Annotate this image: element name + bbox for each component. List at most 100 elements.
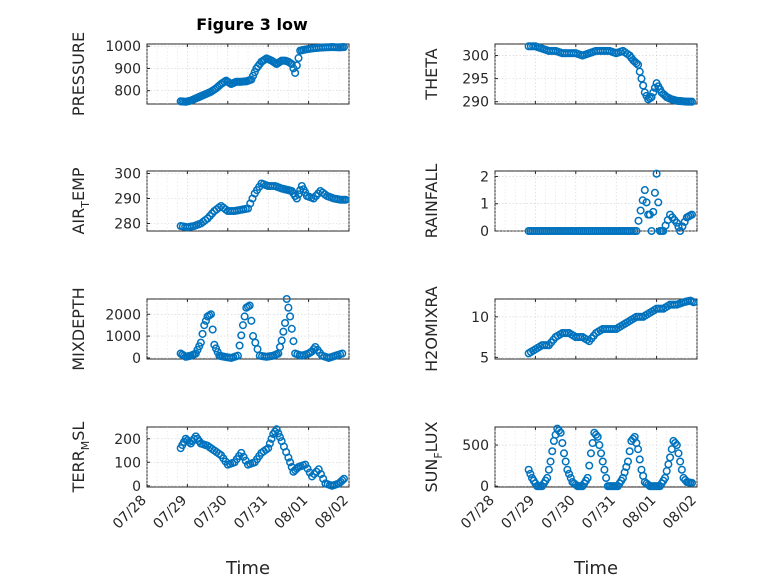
y-tick-label: 2 [480, 169, 489, 185]
y-tick-label: 0 [132, 351, 141, 367]
y-tick-label: 290 [114, 192, 141, 208]
data-point-interpolated [591, 430, 601, 439]
data-point-interpolated [554, 426, 564, 435]
data-point-interpolated [667, 445, 676, 454]
y-tick-label: 800 [114, 84, 141, 100]
data-point [556, 428, 565, 437]
y-tick-label: 1000 [105, 39, 141, 55]
data-point-interpolated [595, 441, 604, 450]
data-point [672, 441, 681, 450]
subplot-pressure: 800 900 1000 PRESSURE [69, 32, 350, 116]
data-point-interpolated [678, 222, 687, 231]
y-axis-label-rest: SL [69, 422, 88, 441]
data-point-interpolated [240, 312, 249, 321]
data-point [284, 453, 293, 462]
data-point [647, 93, 656, 102]
y-axis-label-main: MIXDEPTH [69, 287, 88, 370]
y-tick-label: 200 [114, 432, 141, 448]
data-point-interpolated [677, 465, 686, 474]
data-point-interpolated [635, 455, 644, 464]
data-point-interpolated [239, 452, 248, 461]
y-tick-label: 300 [462, 49, 489, 65]
data-point [338, 349, 347, 358]
data-point [676, 457, 685, 466]
y-tick-label: 0 [480, 479, 489, 495]
data-point-interpolated [674, 449, 683, 458]
data-point-interpolated [319, 474, 328, 483]
subplot-theta: 290 295 300 THETA [422, 42, 698, 111]
data-point-interpolated [650, 188, 659, 197]
y-axis-label: MIXDEPTH [69, 287, 88, 370]
data-point [524, 465, 533, 474]
data-point-interpolated [312, 467, 321, 476]
data-point [200, 321, 209, 330]
y-tick-label: 295 [462, 72, 489, 88]
data-point [647, 226, 656, 236]
data-point-interpolated [284, 303, 293, 312]
y-axis-label: RAINFALL [422, 164, 441, 239]
y-axis-label-main: PRESSURE [69, 32, 88, 116]
data-point [277, 336, 286, 345]
x-tick-label: 08/01 [272, 493, 312, 533]
subplot-sunflux: 0 500 SUNFLUX 07/28 07/29 07/30 07/31 08/01 08/0… [422, 421, 700, 579]
data-point [632, 226, 641, 236]
data-point [634, 445, 643, 454]
data-point-interpolated [561, 457, 570, 466]
data-point [687, 97, 697, 106]
y-tick-label: 280 [114, 217, 141, 233]
y-axis-label-main: RAINFALL [422, 164, 441, 239]
data-point-interpolated [602, 473, 611, 483]
data-point [583, 473, 592, 483]
x-axis-label: Time [225, 558, 270, 579]
y-axis-label: H2OMIXRA [422, 286, 441, 372]
data-point [640, 186, 649, 195]
data-point [543, 473, 552, 483]
data-point-interpolated [558, 438, 567, 448]
y-axis-label-main: H2OMIXRA [422, 286, 441, 372]
data-point-interpolated [279, 327, 288, 336]
data-point-interpolated [287, 324, 296, 333]
data-point [623, 457, 633, 466]
data-point-interpolated [289, 337, 298, 346]
data-point-interpolated [274, 429, 283, 438]
data-point-interpolated [267, 434, 276, 443]
data-point [687, 478, 697, 487]
data-point-interpolated [526, 469, 535, 478]
data-point-interpolated [585, 461, 594, 470]
x-tick-label: 07/30 [539, 493, 579, 533]
x-tick-label: 08/01 [620, 493, 660, 533]
data-point-interpolated [671, 438, 680, 448]
data-point [672, 218, 681, 227]
data-point [600, 465, 609, 474]
data-point [559, 449, 569, 458]
x-tick-label: 07/28 [110, 493, 150, 533]
data-point [233, 351, 242, 360]
axes-box [146, 43, 350, 105]
y-axis-label: AIRTEMP [69, 167, 92, 234]
data-point-interpolated [634, 216, 643, 225]
data-point [597, 449, 606, 458]
data-point-interpolated [598, 457, 607, 466]
data-point [339, 43, 349, 52]
data-point-interpolated [544, 465, 553, 474]
data-point-interpolated [294, 54, 303, 63]
data-point-interpolated [338, 476, 347, 485]
data-point [282, 294, 291, 304]
x-tick-label: 08/02 [312, 493, 352, 533]
y-axis-label-main: THETA [422, 48, 441, 100]
y-axis-label-subscript: M [79, 441, 92, 451]
subplot-mixdepth: 0 1000 2000 MIXDEPTH [69, 287, 350, 371]
data-point-interpolated [642, 198, 651, 207]
subplot-airtemp: 280 290 300 AIRTEMP [69, 167, 350, 235]
y-tick-label: 0 [132, 479, 141, 495]
axes-box [146, 426, 350, 488]
y-tick-label: 1000 [105, 329, 141, 345]
data-point [206, 310, 216, 319]
data-point-interpolated [674, 222, 683, 231]
y-axis-label-rest: EMP [69, 167, 88, 201]
subplot-terrmsl: 0 100 200 TERRMSL 07/28 07/29 07/30 07/31 08/01 0… [69, 422, 352, 579]
data-point-interpolated [208, 325, 217, 334]
data-point-interpolated [198, 329, 207, 338]
data-point-interpolated [265, 439, 274, 448]
